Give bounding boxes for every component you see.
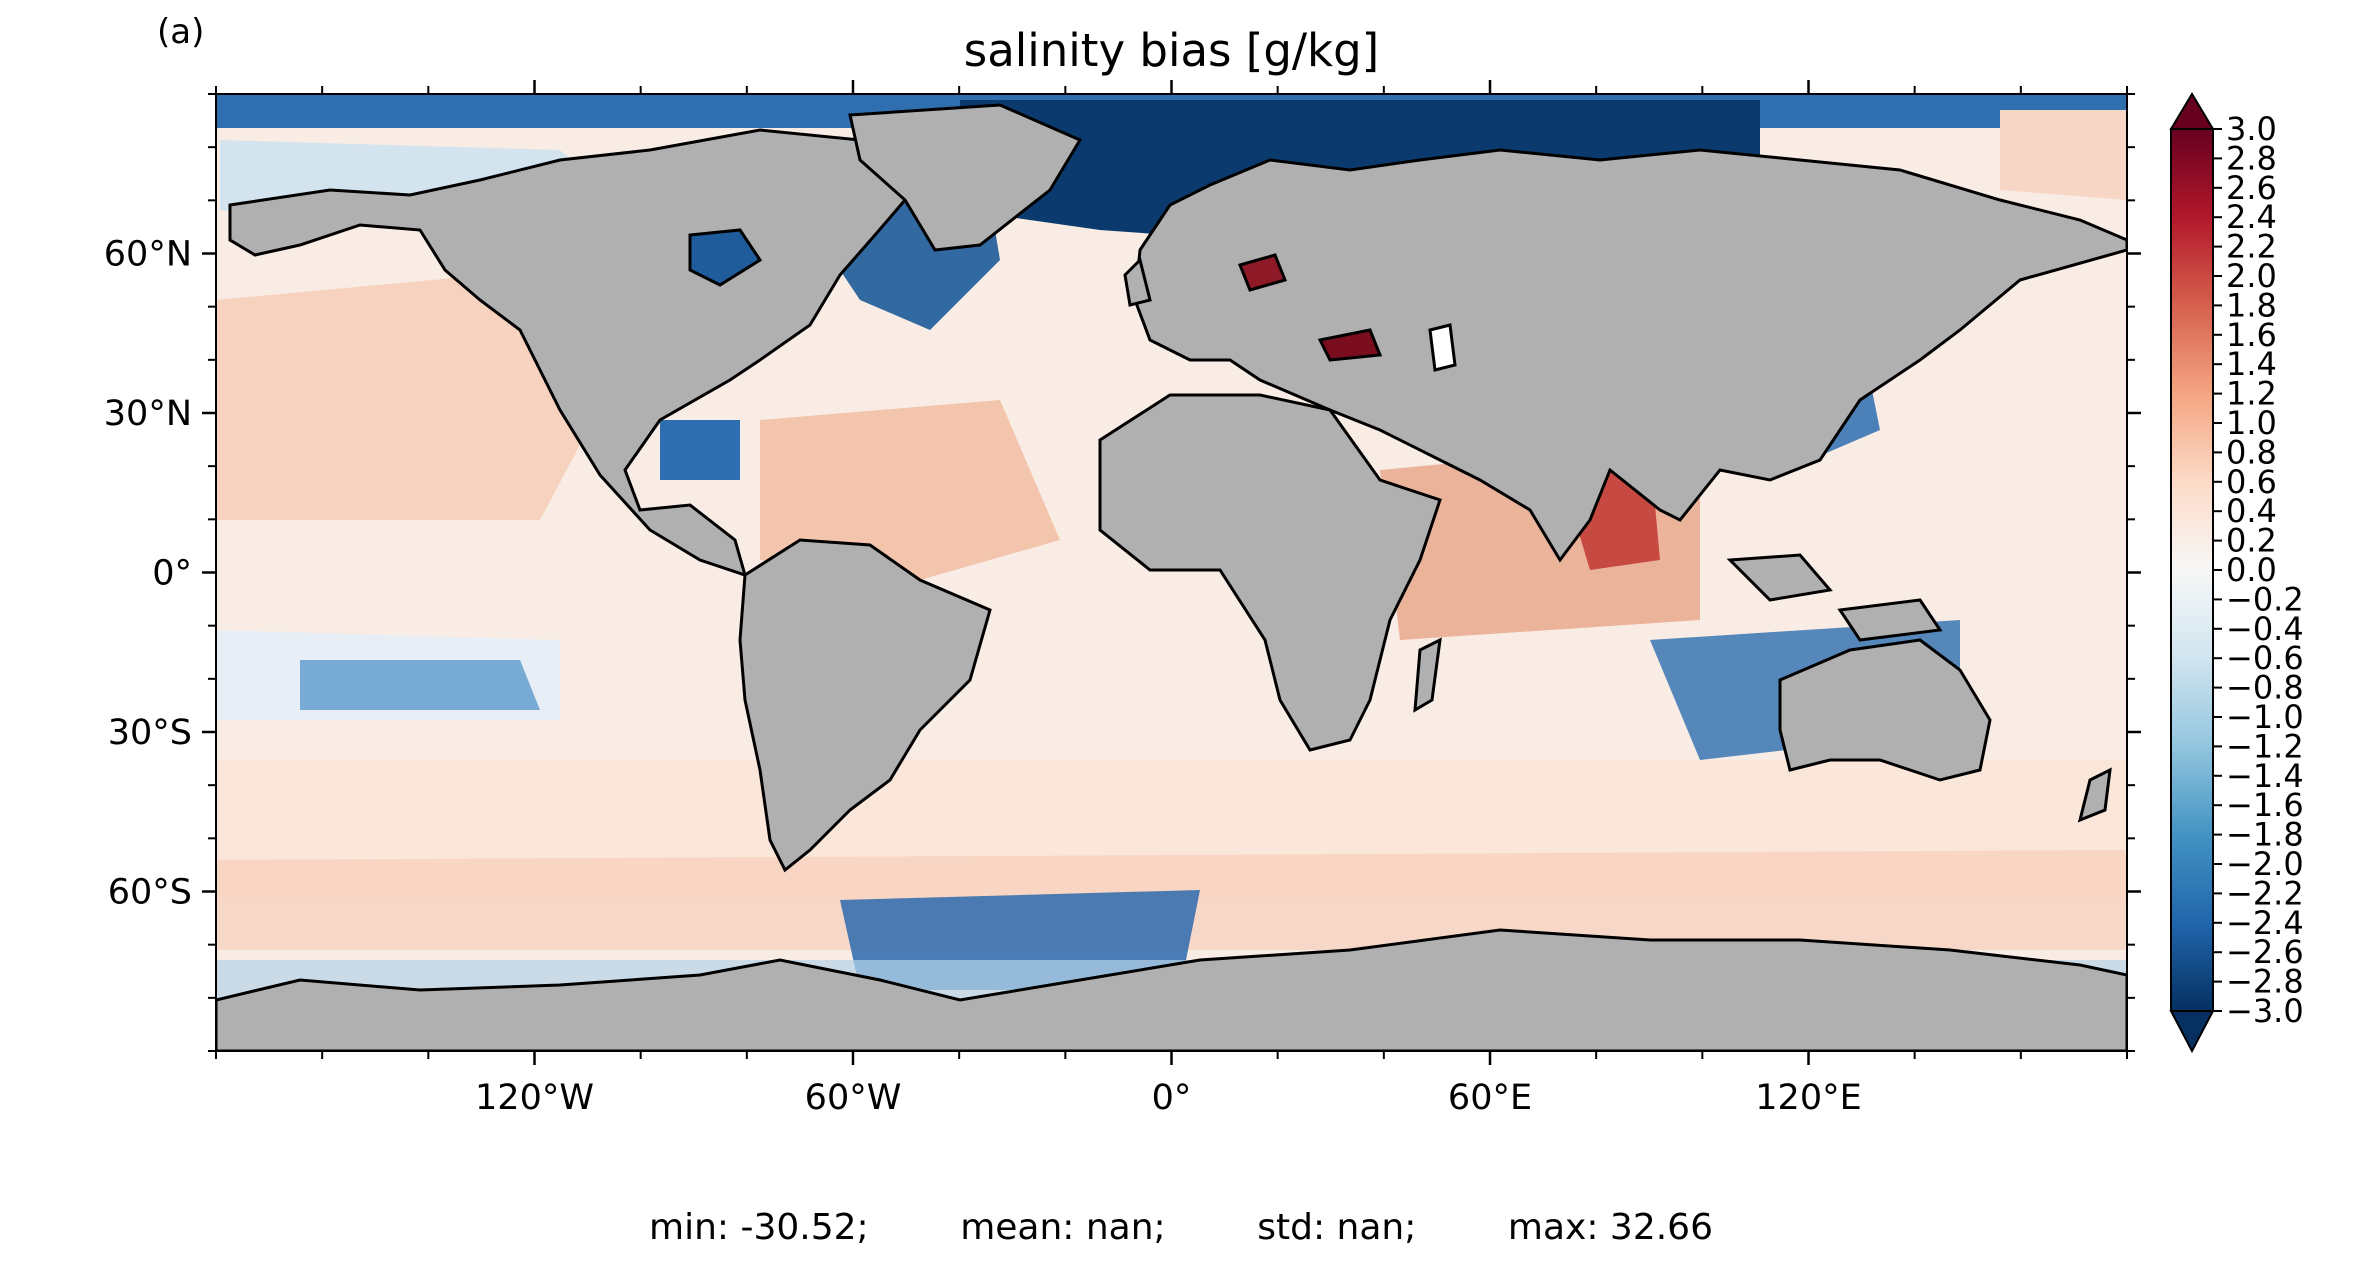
colorbar-tick-label: 0.0 <box>2226 551 2277 589</box>
panel-label: (a) <box>157 12 205 52</box>
colorbar-tick-label: −1.8 <box>2226 816 2304 854</box>
y-tick-label: 30°N <box>104 394 192 434</box>
y-tick-label: 60°S <box>108 873 192 913</box>
colorbar-tick-label: 0.8 <box>2226 433 2277 471</box>
stats-line: min: -30.52; mean: nan; std: nan; max: 3… <box>0 1207 2362 1248</box>
colorbar-tick-label: 0.2 <box>2226 522 2277 560</box>
colorbar-tick-label: 0.4 <box>2226 492 2277 530</box>
x-tick-label: 60°E <box>1448 1078 1532 1118</box>
x-tick-label: 120°W <box>475 1078 594 1118</box>
colorbar-tick-label: 1.0 <box>2226 404 2277 442</box>
land-indonesia <box>1726 553 1943 642</box>
colorbar-tick-label: 2.4 <box>2226 198 2277 236</box>
land-antarctica <box>216 928 2127 1051</box>
colorbar-tick-label: 2.6 <box>2226 169 2277 207</box>
land-greenland <box>848 103 1083 252</box>
colorbar-ticks: 3.02.82.62.42.22.01.81.61.41.21.00.80.60… <box>2213 110 2304 1030</box>
colorbar-tick-label: −2.8 <box>2226 963 2304 1001</box>
colorbar-tick-label: 2.2 <box>2226 228 2277 266</box>
y-tick-label: 30°S <box>108 713 192 753</box>
y-tick-label: 60°N <box>104 235 192 275</box>
land-africa <box>1098 393 1442 752</box>
colorbar-tick-label: −1.2 <box>2226 727 2304 765</box>
colorbar-tick-label: −1.0 <box>2226 698 2304 736</box>
x-tick-label: 60°W <box>805 1078 902 1118</box>
colorbar-tick-label: −3.0 <box>2226 992 2304 1030</box>
colorbar: 3.02.82.62.42.22.01.81.61.41.21.00.80.60… <box>2169 92 2304 1054</box>
map-title: salinity bias [g/kg] <box>963 24 1380 77</box>
land-madagascar <box>1413 637 1442 713</box>
colorbar-tick-label: −1.4 <box>2226 757 2304 795</box>
y-tick-label: 0° <box>152 554 192 594</box>
colorbar-tick-label: −2.0 <box>2226 845 2304 883</box>
colorbar-tick-label: −0.4 <box>2226 610 2304 648</box>
colorbar-tick-label: 1.6 <box>2226 316 2277 354</box>
colorbar-tick-label: 1.8 <box>2226 286 2277 324</box>
map-ticks: 120°W 60°W 0° 60°E 120°E 60°N 30°N 0° 30°S 60°S <box>104 80 2141 1118</box>
colorbar-tick-label: −2.2 <box>2226 874 2304 912</box>
colorbar-tick-label: 2.0 <box>2226 257 2277 295</box>
land-eurasia <box>1133 148 2127 563</box>
land-uk <box>1123 257 1152 307</box>
colorbar-body <box>2170 128 2214 1012</box>
colorbar-tick-label: −2.6 <box>2226 933 2304 971</box>
colorbar-tick-label: −0.6 <box>2226 639 2304 677</box>
inland-seas <box>688 228 1457 372</box>
colorbar-tick-label: −0.2 <box>2226 580 2304 618</box>
x-tick-label: 0° <box>1152 1078 1192 1118</box>
stat-std: std: nan; <box>1257 1207 1417 1248</box>
colorbar-tick-label: 1.4 <box>2226 345 2277 383</box>
colorbar-tick-label: 2.8 <box>2226 139 2277 177</box>
x-tick-label: 120°E <box>1755 1078 1861 1118</box>
colorbar-extend-bottom <box>2169 1010 2215 1054</box>
land <box>216 103 2127 1051</box>
colorbar-tick-label: 0.6 <box>2226 463 2277 501</box>
colorbar-tick-label: −1.6 <box>2226 786 2304 824</box>
stat-mean: mean: nan; <box>960 1207 1166 1248</box>
colorbar-tick-label: −2.4 <box>2226 904 2304 942</box>
land-australia <box>1778 638 1992 782</box>
map-axes: 120°W 60°W 0° 60°E 120°E 60°N 30°N 0° 30°S 60°S <box>104 80 2141 1118</box>
colorbar-extend-top <box>2169 92 2215 130</box>
colorbar-tick-label: −0.8 <box>2226 669 2304 707</box>
land-south-america <box>738 538 992 873</box>
stat-max: max: 32.66 <box>1507 1207 1713 1248</box>
colorbar-tick-label: 1.2 <box>2226 375 2277 413</box>
stat-min: min: -30.52; <box>649 1207 869 1248</box>
land-new-zealand <box>2077 767 2112 823</box>
colorbar-tick-label: 3.0 <box>2226 110 2277 148</box>
